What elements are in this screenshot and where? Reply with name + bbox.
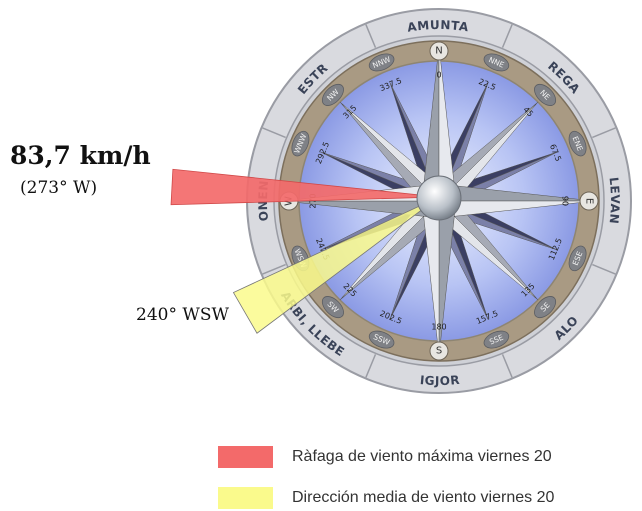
- compass-hub: [416, 175, 462, 221]
- wind-name-label: MESTRAL: [0, 0, 331, 97]
- ring-divider: [501, 24, 513, 48]
- ring-divider: [365, 354, 377, 378]
- point-badge: [429, 341, 449, 361]
- point-badge: [534, 296, 557, 319]
- gust-speed-label: 83,7 km/h: [10, 141, 151, 170]
- point-badge: [291, 130, 310, 157]
- ring-divider: [592, 127, 616, 139]
- point-badge: [483, 53, 510, 72]
- point-badge: [321, 83, 344, 106]
- point-badge: [568, 130, 587, 157]
- point-badge: [368, 53, 395, 72]
- legend-item-gust: Ràfaga de viento máxima viernes 20: [218, 444, 552, 470]
- point-badge: [568, 245, 587, 272]
- ring-divider: [365, 24, 377, 48]
- degree-label: 0: [436, 71, 441, 80]
- legend-label-gust: Ràfaga de viento máxima viernes 20: [292, 448, 552, 465]
- point-badge: [483, 330, 510, 349]
- legend-swatch-mean-wind: [218, 487, 273, 509]
- wind-name-text: MESTRAL: [0, 0, 330, 97]
- degree-label: 90: [561, 196, 570, 206]
- ring-divider: [501, 354, 513, 378]
- ring-divider: [262, 263, 286, 275]
- mean-wind-direction-label: 240° WSW: [136, 305, 229, 325]
- legend-label-mean-wind: Dirección media de viento viernes 20: [292, 489, 555, 506]
- point-badge: [429, 41, 449, 61]
- ring-divider: [592, 263, 616, 275]
- point-badge: [368, 330, 395, 349]
- point-badge: [534, 83, 557, 106]
- gust-direction-ray: [170, 168, 440, 206]
- ring-dividers: [262, 24, 616, 378]
- mean-wind-direction-ray: [232, 196, 440, 334]
- point-badge: [579, 191, 599, 211]
- point-labels: NNNENEENEEESESESSESSSWSWWSWWWNWNWNNW: [279, 41, 599, 361]
- gust-direction-label: (273° W): [20, 178, 98, 198]
- point-label: N: [435, 46, 442, 57]
- point-label: S: [436, 346, 442, 357]
- legend-swatch-gust: [218, 446, 273, 468]
- legend-item-mean-wind: Dirección media de viento viernes 20: [218, 485, 554, 511]
- degree-label: 180: [431, 323, 446, 332]
- point-label: E: [584, 198, 595, 204]
- ring-divider: [262, 127, 286, 139]
- point-badge: [321, 296, 344, 319]
